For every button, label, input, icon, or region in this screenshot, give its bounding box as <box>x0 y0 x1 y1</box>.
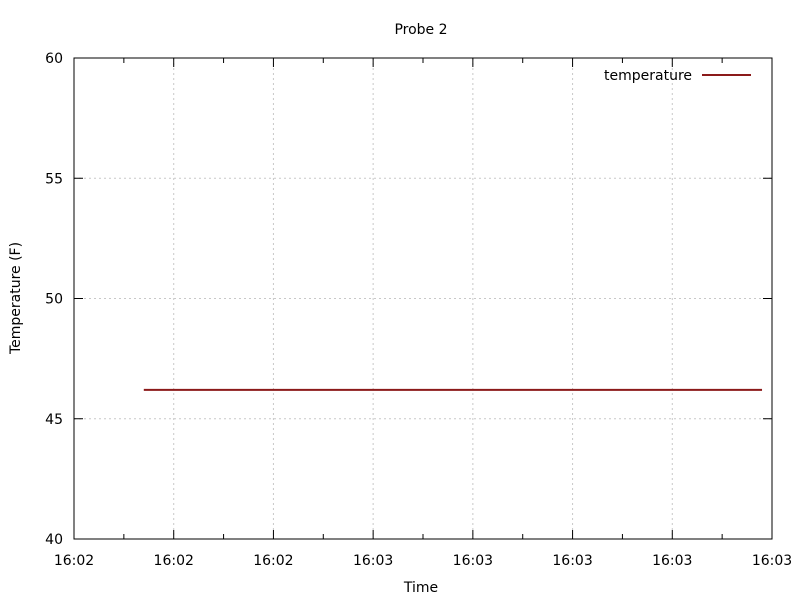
x-axis-label: Time <box>403 580 438 596</box>
y-tick-label: 55 <box>45 171 63 187</box>
x-tick-label: 16:03 <box>752 553 792 569</box>
gridlines <box>74 58 772 539</box>
legend: temperature <box>604 68 751 84</box>
chart-title: Probe 2 <box>394 22 447 38</box>
y-tick-label: 60 <box>45 51 63 67</box>
x-tick-label: 16:02 <box>54 553 94 569</box>
axis-ticks: 40 45 50 55 60 16:02 16:02 16:02 16:03 16:03 16:03… <box>45 51 792 569</box>
y-tick-label: 50 <box>45 292 63 308</box>
x-tick-label: 16:03 <box>353 553 393 569</box>
x-tick-label: 16:03 <box>652 553 692 569</box>
legend-label: temperature <box>604 68 692 84</box>
y-tick-label: 40 <box>45 532 63 548</box>
y-tick-label: 45 <box>45 412 63 428</box>
x-tick-label: 16:03 <box>453 553 493 569</box>
x-tick-label: 16:02 <box>253 553 293 569</box>
x-tick-label: 16:02 <box>154 553 194 569</box>
x-tick-label: 16:03 <box>552 553 592 569</box>
y-axis-label: Temperature (F) <box>8 242 24 355</box>
